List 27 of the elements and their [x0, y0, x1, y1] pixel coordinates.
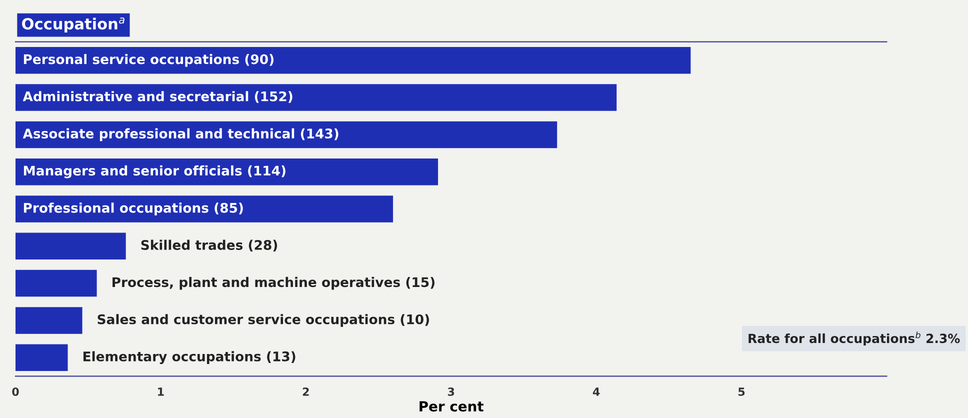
- bar: [15, 270, 97, 297]
- y-tick-label: Managers and senior officials (114): [24, 165, 286, 178]
- x-tick-label: 1: [158, 388, 164, 396]
- y-tick-label: Process, plant and machine operatives (15): [112, 276, 434, 290]
- y-tick-label: Elementary occupations (13): [83, 351, 296, 364]
- y-tick-label: Skilled trades (28): [141, 240, 278, 252]
- bar: [15, 158, 438, 186]
- bar: [15, 232, 126, 260]
- bar: [15, 307, 82, 334]
- x-tick-label: 3: [448, 388, 454, 396]
- bar: [15, 84, 617, 111]
- x-tick-label: 0: [12, 388, 19, 396]
- x-tick-label: 5: [738, 388, 745, 396]
- x-axis-title: Per cent: [420, 401, 484, 412]
- y-tick-label: Associate professional and technical (143): [22, 128, 338, 142]
- bar: [15, 121, 558, 148]
- y-tick-label: Administrative and secretarial (152): [22, 91, 292, 103]
- y-axis-title: Occupation$^{a}$: [22, 18, 124, 33]
- y-tick-label: Sales and customer service occupations (10): [98, 314, 429, 327]
- bar: [15, 344, 68, 371]
- x-tick-label: 2: [302, 388, 309, 396]
- bar: [15, 47, 691, 74]
- bar: [15, 196, 394, 222]
- y-tick-label: Professional occupations (85): [24, 202, 243, 216]
- y-tick-label: Personal service occupations (90): [24, 54, 274, 67]
- annotation: Rate for all occupations$^{b}$ 2.3%: [748, 332, 960, 346]
- x-tick-label: 4: [592, 388, 600, 396]
